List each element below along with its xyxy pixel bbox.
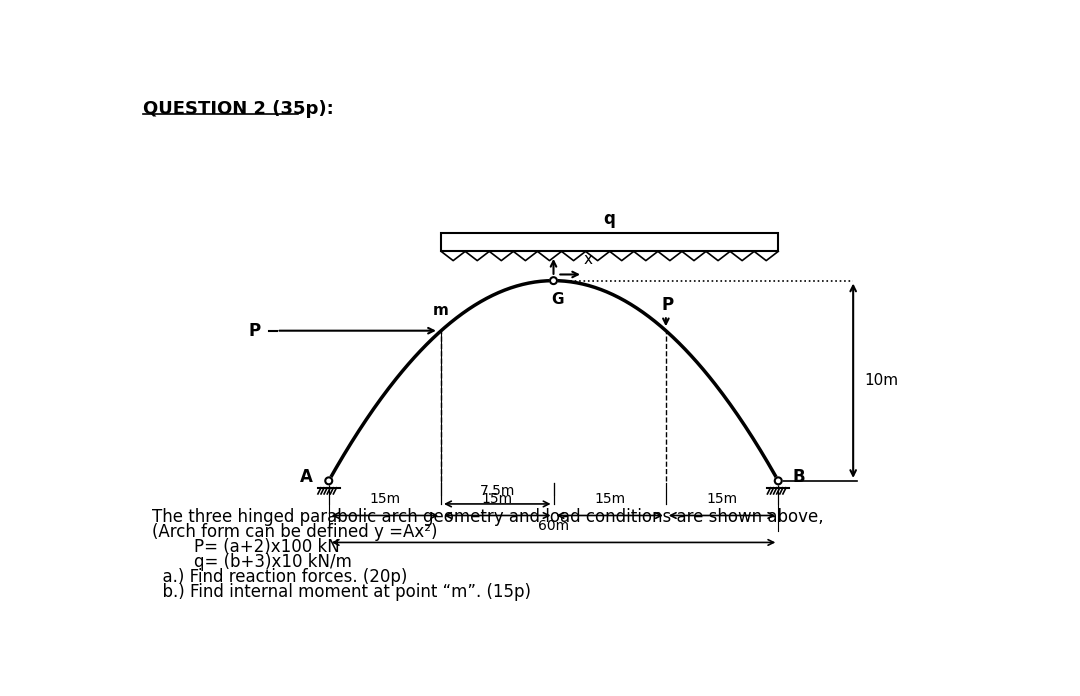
Text: 60m: 60m — [538, 519, 569, 533]
Text: 7.5m: 7.5m — [480, 484, 515, 498]
Text: G: G — [551, 292, 564, 307]
Text: y: y — [543, 237, 552, 251]
Text: 15m: 15m — [706, 492, 738, 506]
Text: a.) Find reaction forces. (20p): a.) Find reaction forces. (20p) — [152, 568, 407, 586]
Bar — [441, 233, 779, 251]
Text: QUESTION 2 (35p):: QUESTION 2 (35p): — [143, 100, 334, 118]
Text: x: x — [583, 252, 592, 267]
Circle shape — [325, 477, 333, 484]
Text: P: P — [249, 322, 261, 340]
Text: q= (b+3)x10 kN/m: q= (b+3)x10 kN/m — [152, 553, 352, 571]
Text: 15m: 15m — [369, 492, 401, 506]
Circle shape — [550, 277, 557, 284]
Text: (Arch form can be defined y =Ax²): (Arch form can be defined y =Ax²) — [152, 523, 437, 541]
Text: A: A — [300, 468, 313, 486]
Text: 10m: 10m — [865, 373, 899, 388]
Text: m: m — [433, 303, 449, 317]
Text: 15m: 15m — [594, 492, 625, 506]
Circle shape — [774, 477, 782, 484]
Text: q: q — [604, 210, 616, 228]
Text: P: P — [661, 296, 674, 314]
Text: The three hinged parabolic arch geometry and load conditions are shown above,: The three hinged parabolic arch geometry… — [152, 508, 824, 525]
Text: P= (a+2)x100 kN: P= (a+2)x100 kN — [152, 538, 340, 556]
Text: 15m: 15m — [482, 492, 513, 506]
Text: B: B — [793, 468, 805, 486]
Text: b.) Find internal moment at point “m”. (15p): b.) Find internal moment at point “m”. (… — [152, 583, 531, 601]
